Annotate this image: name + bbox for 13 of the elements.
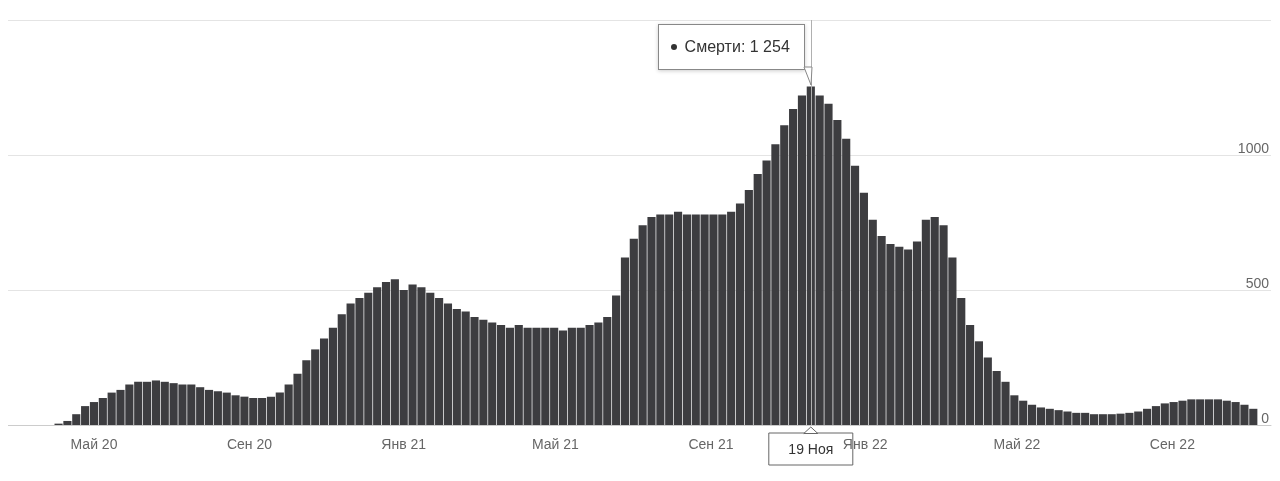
ref-line-label: 19 Ноя (788, 441, 834, 457)
x-tick-label: Сен 22 (1149, 436, 1196, 452)
x-tick-label: Май 21 (531, 436, 580, 452)
x-tick-label: Май 22 (993, 436, 1041, 452)
annotation: Смерти: 1 254 (684, 38, 790, 57)
y-tick-label: 0 (1261, 410, 1270, 426)
callout-box: Смерти: 1 254 (657, 24, 805, 71)
y-tick-label: 1000 (1237, 140, 1270, 156)
x-tick-label: Сен 20 (226, 436, 273, 452)
x-tick-label: Май 20 (70, 436, 118, 452)
y-tick-label: 500 (1245, 275, 1270, 291)
x-tick-label: Янв 21 (381, 436, 427, 452)
x-tick-label: Сен 21 (688, 436, 734, 452)
